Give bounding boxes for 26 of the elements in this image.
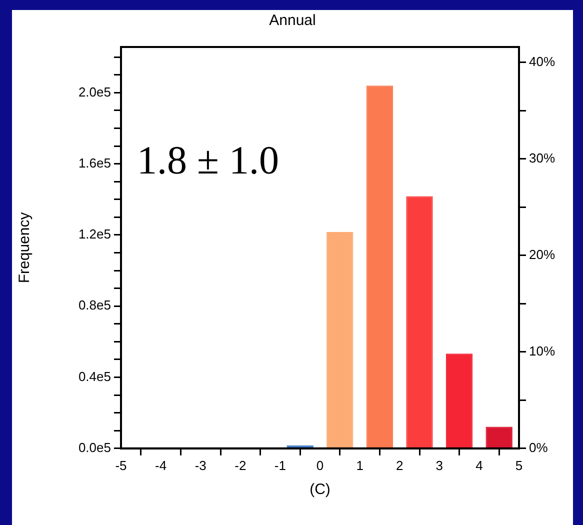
x-tick-label: -1 bbox=[274, 458, 286, 473]
x-tick-label: 0 bbox=[316, 458, 324, 473]
x-tick-label: -4 bbox=[155, 458, 167, 473]
x-tick-label: 3 bbox=[436, 458, 444, 473]
x-tick-label: 5 bbox=[515, 458, 523, 473]
x-tick-label: -5 bbox=[115, 458, 127, 473]
x-tick-label: -2 bbox=[234, 458, 246, 473]
y-tick-label: 2.0e5 bbox=[78, 84, 111, 100]
y-tick-label: 1.2e5 bbox=[78, 226, 111, 242]
y2-tick-label: 20% bbox=[529, 246, 556, 262]
y-tick-label: 0.4e5 bbox=[78, 368, 111, 384]
x-tick-label: 2 bbox=[396, 458, 404, 473]
y2-tick-label: 30% bbox=[529, 150, 556, 166]
y2-tick-label: 0% bbox=[529, 440, 548, 455]
y2-tick-label: 10% bbox=[529, 343, 556, 358]
x-tick-label: -3 bbox=[194, 458, 206, 473]
y2-tick-label: 40% bbox=[529, 54, 556, 70]
x-tick-label: 1 bbox=[356, 458, 364, 473]
y-tick-label: 0.0e5 bbox=[78, 440, 111, 455]
y-tick-label: 1.6e5 bbox=[78, 155, 111, 170]
x-axis-title: (C) bbox=[310, 481, 330, 498]
x-tick-label: 4 bbox=[476, 458, 483, 473]
y-axis-title: Frequency bbox=[16, 212, 34, 284]
annotation: 1.8 ± 1.0 bbox=[137, 138, 279, 182]
y-tick-label: 0.8e5 bbox=[78, 298, 111, 313]
chart-title: Annual bbox=[269, 12, 316, 30]
